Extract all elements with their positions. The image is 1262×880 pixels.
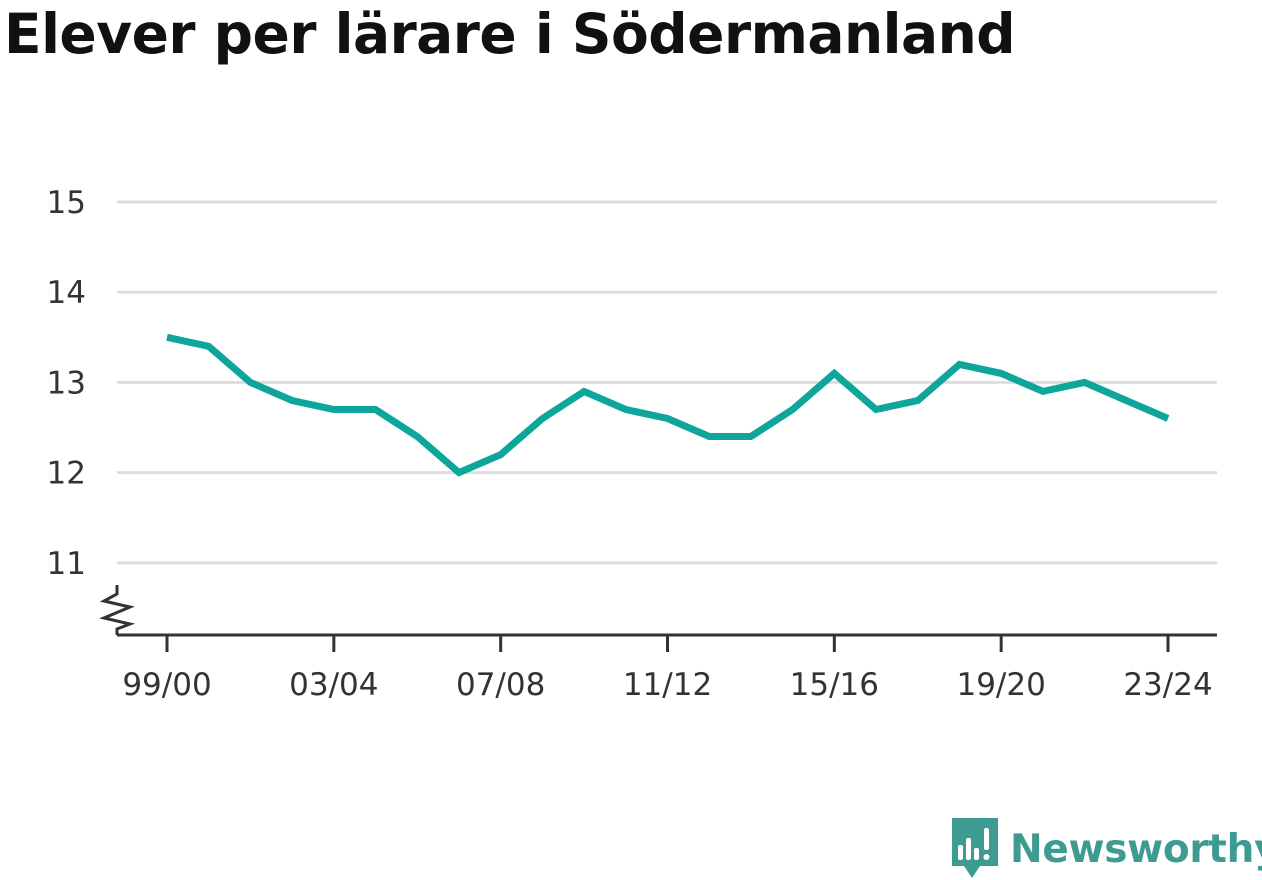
y-tick-label: 14 <box>47 275 86 311</box>
y-tick-label: 12 <box>47 456 86 492</box>
x-axis: 99/00 03/04 07/08 11/12 15/16 19/20 23/24 <box>117 633 1217 703</box>
x-tick-label: 23/24 <box>1123 667 1212 703</box>
gridlines <box>117 200 1217 565</box>
newsworthy-logo-icon <box>952 818 998 878</box>
x-tick-label: 03/04 <box>289 667 378 703</box>
x-tick-label: 19/20 <box>956 667 1045 703</box>
axis-break-icon <box>99 585 136 635</box>
x-tick-label: 15/16 <box>790 667 879 703</box>
series-line <box>166 333 1170 477</box>
brand-logo: Newsworthy <box>950 818 1262 880</box>
y-axis-ticks: 11 12 13 14 15 <box>47 185 86 582</box>
brand-name: Newsworthy <box>1010 826 1262 872</box>
y-tick-label: 13 <box>47 365 86 401</box>
x-tick-label: 07/08 <box>456 667 545 703</box>
x-tick-label: 11/12 <box>623 667 712 703</box>
series-layer <box>166 333 1170 477</box>
chart-title: Elever per lärare i Södermanland <box>4 2 1016 66</box>
axis-break-zigzag <box>99 585 136 635</box>
y-tick-label: 11 <box>47 546 86 582</box>
y-tick-label: 15 <box>47 185 86 221</box>
x-tick-label: 99/00 <box>122 667 211 703</box>
